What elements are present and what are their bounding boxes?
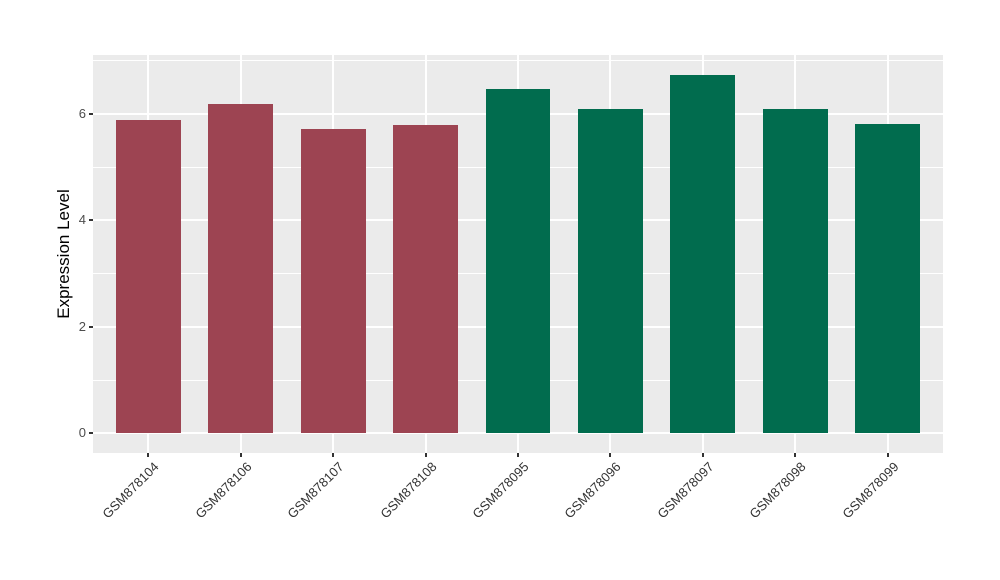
x-tick-label: GSM878107 bbox=[284, 459, 347, 522]
y-axis-tick bbox=[89, 219, 93, 222]
bar-GSM878095 bbox=[485, 89, 551, 434]
bar-GSM878097 bbox=[670, 74, 736, 434]
x-axis-tick bbox=[147, 453, 150, 457]
x-tick-label: GSM878098 bbox=[746, 459, 809, 522]
y-axis-tick bbox=[89, 325, 93, 328]
x-axis-tick bbox=[424, 453, 427, 457]
bar-GSM878096 bbox=[578, 108, 643, 434]
y-axis-tick bbox=[89, 432, 93, 435]
x-tick-label: GSM878106 bbox=[192, 459, 255, 522]
x-tick-label: GSM878104 bbox=[99, 459, 163, 522]
y-tick-label: 0 bbox=[78, 425, 86, 441]
x-tick-label: GSM878099 bbox=[838, 459, 902, 522]
plot-panel bbox=[93, 55, 943, 453]
x-tick-label: GSM878096 bbox=[561, 459, 624, 522]
x-axis-tick bbox=[517, 453, 519, 457]
x-tick-label: GSM878095 bbox=[469, 459, 532, 522]
bar-GSM878098 bbox=[762, 108, 828, 434]
y-axis-tick bbox=[89, 113, 93, 116]
y-tick-label: 6 bbox=[78, 106, 86, 122]
x-axis-tick bbox=[332, 453, 335, 457]
x-axis-tick bbox=[701, 453, 704, 457]
bar-GSM878107 bbox=[300, 129, 366, 434]
y-tick-label: 2 bbox=[78, 318, 86, 334]
x-tick-label: GSM878108 bbox=[376, 459, 440, 522]
y-axis-title: Expression Level bbox=[54, 189, 73, 319]
bar-GSM878106 bbox=[208, 103, 274, 434]
bar-GSM878108 bbox=[393, 124, 458, 434]
x-axis-tick bbox=[886, 453, 889, 457]
x-tick-label: GSM878097 bbox=[654, 459, 717, 522]
y-tick-label: 4 bbox=[78, 212, 86, 228]
bar-GSM878104 bbox=[116, 120, 181, 434]
x-axis-tick bbox=[239, 453, 242, 457]
x-axis-tick bbox=[794, 453, 797, 457]
bar-GSM878099 bbox=[855, 123, 920, 434]
x-axis-tick bbox=[609, 453, 612, 457]
